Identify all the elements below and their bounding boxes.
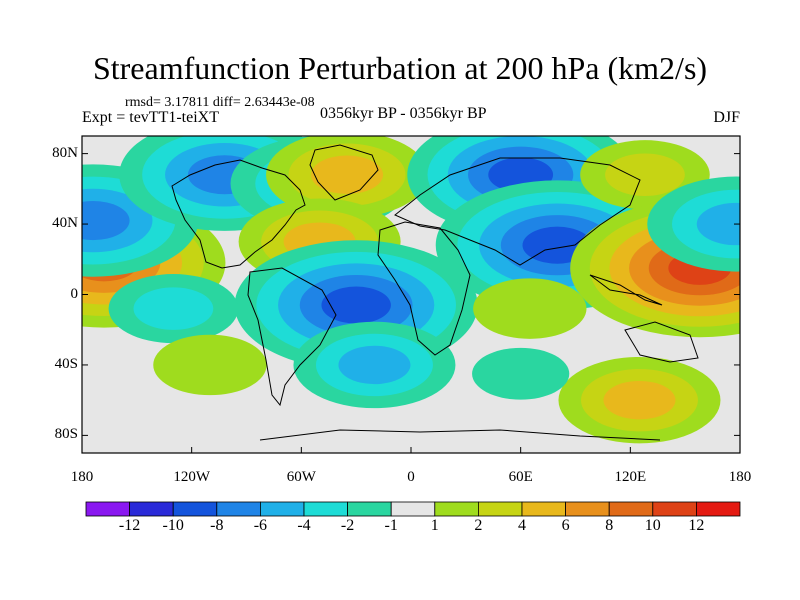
colorbar-level-label: 2 — [474, 517, 483, 534]
period-label: 0356kyr BP - 0356kyr BP — [320, 105, 487, 122]
colorbar-level-label: -2 — [340, 517, 355, 534]
colorbar-level-label: 8 — [605, 517, 614, 534]
anomaly-contour-7-2 — [338, 345, 411, 385]
lon-tick-label: 60W — [286, 469, 316, 485]
colorbar-level-label: 6 — [561, 517, 570, 534]
colorbar-level-label: -10 — [162, 517, 184, 534]
season-label: DJF — [713, 109, 740, 126]
stats-label: rmsd= 3.17811 diff= 2.63443e-08 — [125, 95, 315, 110]
colorbar-level-label: -12 — [118, 517, 141, 534]
colorbar-swatch — [172, 501, 218, 517]
longitude-ticks — [81, 447, 741, 453]
anomaly-contour-4-2 — [311, 155, 384, 194]
map-plot-area — [82, 136, 740, 453]
colorbar-level-label: 1 — [430, 517, 439, 534]
colorbar-swatch — [129, 501, 174, 517]
lat-tick-label: 40N — [52, 215, 78, 232]
colorbar-swatch — [259, 501, 305, 517]
lat-tick-label: 80S — [54, 426, 78, 443]
colorbar-level-label: -8 — [210, 517, 224, 534]
colorbar-swatch — [696, 501, 741, 517]
colorbar-level-label: -6 — [253, 517, 268, 534]
lat-tick-label: 0 — [70, 285, 79, 302]
coastlines — [171, 144, 699, 441]
colorbar-level-label: -4 — [297, 517, 311, 534]
colorbar-swatch — [565, 501, 610, 517]
lon-tick-label: 180 — [728, 469, 752, 485]
colorbar-swatch — [652, 501, 697, 517]
anomaly-contour-8-1 — [133, 287, 214, 330]
anomaly-contour-9-0 — [153, 334, 267, 396]
anomaly-field — [82, 136, 740, 444]
lon-tick-label: 120W — [173, 469, 210, 485]
latitude-ticks — [82, 153, 740, 436]
lon-tick-label: 180 — [70, 469, 94, 485]
lon-tick-label: 120E — [614, 469, 647, 485]
anomaly-contour-17-2 — [696, 202, 740, 246]
colorbar-swatch — [434, 501, 479, 517]
lat-tick-label: 80N — [52, 144, 78, 161]
experiment-label: Expt = tevTT1-teiXT — [82, 109, 219, 126]
lon-tick-label: 0 — [407, 469, 415, 485]
colorbar-swatch — [347, 501, 392, 517]
colorbar-swatch — [85, 501, 130, 517]
colorbar-level-label: 10 — [644, 517, 661, 534]
anomaly-contour-1-3 — [82, 201, 130, 241]
anomaly-contour-14-2 — [603, 380, 676, 420]
anomaly-contour-16-0 — [472, 347, 570, 400]
colorbar-swatch — [303, 501, 348, 517]
lon-tick-label: 60E — [508, 469, 533, 485]
lat-tick-label: 40S — [54, 355, 78, 372]
colorbar-swatch — [521, 501, 566, 517]
colorbar-level-label: 4 — [518, 517, 526, 534]
anomaly-contour-6-4 — [321, 286, 391, 324]
colorbar-level-label: -1 — [384, 517, 398, 534]
anomaly-contour-12-1 — [605, 153, 685, 197]
colorbar-swatch — [477, 501, 523, 517]
colorbar-swatch — [390, 501, 436, 517]
colorbar-swatch — [216, 501, 261, 517]
colorbar-swatch — [608, 501, 654, 517]
colorbar — [85, 501, 741, 517]
anomaly-contour-15-0 — [473, 278, 587, 339]
colorbar-level-label: 12 — [688, 517, 705, 534]
plot-title: Streamfunction Perturbation at 200 hPa (… — [92, 50, 708, 86]
